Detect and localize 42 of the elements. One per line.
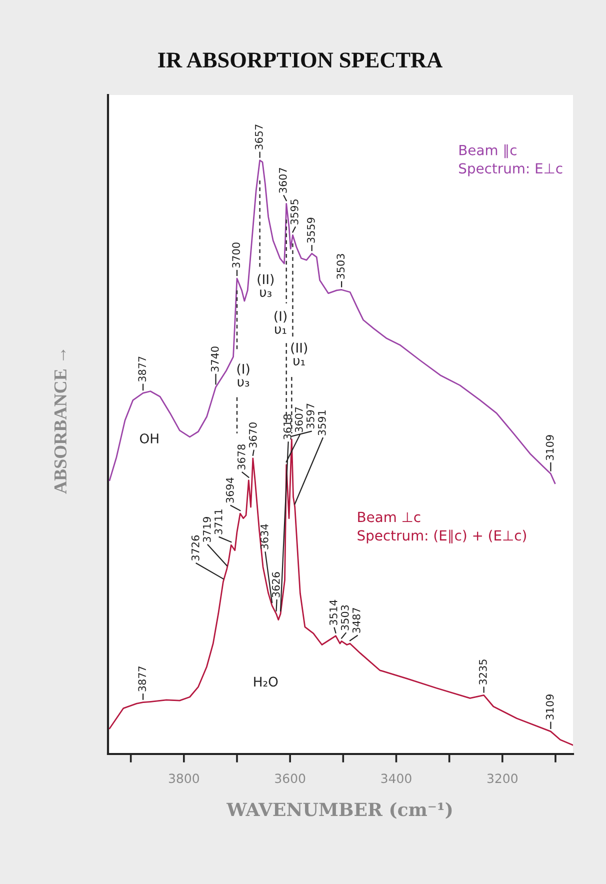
annotation: 3726 xyxy=(191,535,200,560)
annotation: 3877 xyxy=(138,356,146,382)
annotation: 3678 xyxy=(237,444,246,470)
chart-title: IR ABSORPTION SPECTRA xyxy=(158,52,442,68)
annotation: 3607 xyxy=(278,168,287,193)
annotation: (I) υ₁ xyxy=(274,310,286,334)
annotation: 3657 xyxy=(254,124,263,150)
annotation: 3719 xyxy=(202,517,211,542)
x-tick-label: 3800 xyxy=(168,774,199,784)
x-tick-label: 3400 xyxy=(381,774,412,784)
annotation: (II) υ₃ xyxy=(258,274,274,297)
text: Beam ⊥c Spectrum: (E∥c) + (E⊥c) xyxy=(358,512,526,544)
annotation: 3597 xyxy=(306,404,314,429)
annotation: 3591 xyxy=(318,410,326,436)
x-tick-label: 3200 xyxy=(487,774,518,784)
annotation: 3877 xyxy=(138,666,146,692)
annotation: (II) υ₁ xyxy=(291,342,308,366)
annotation: 3559 xyxy=(306,218,315,243)
annotation: 3503 xyxy=(340,605,349,630)
x-tick-label: 3600 xyxy=(275,774,306,784)
annotation: 3700 xyxy=(232,242,240,268)
annotation: OH xyxy=(140,434,158,444)
annotation: 3634 xyxy=(260,524,268,550)
annotation: (I) υ₃ xyxy=(237,364,250,387)
annotation: 3694 xyxy=(226,478,234,503)
y-axis-title: ABSORBANCE → xyxy=(54,350,67,494)
annotation: 3607 xyxy=(294,407,303,432)
annotation: 3514 xyxy=(329,600,338,626)
annotation: H₂O xyxy=(254,676,278,687)
x-axis-title: WAVENUMBER (cm⁻¹) xyxy=(226,802,452,819)
annotation: 3595 xyxy=(290,200,298,224)
annotation: 3109 xyxy=(546,694,554,720)
annotation: 3487 xyxy=(352,608,360,633)
annotation: 3740 xyxy=(210,346,219,372)
annotation: 3109 xyxy=(546,435,554,460)
annotation: 3235 xyxy=(478,660,487,684)
annotation: 3711 xyxy=(214,509,222,534)
annotation: 3503 xyxy=(336,254,345,279)
annotation: 3670 xyxy=(248,422,257,448)
annotation: 3626 xyxy=(272,572,280,598)
text: Beam ∥c Spectrum: E⊥c xyxy=(459,144,562,176)
annotation: 3618 xyxy=(283,414,292,440)
